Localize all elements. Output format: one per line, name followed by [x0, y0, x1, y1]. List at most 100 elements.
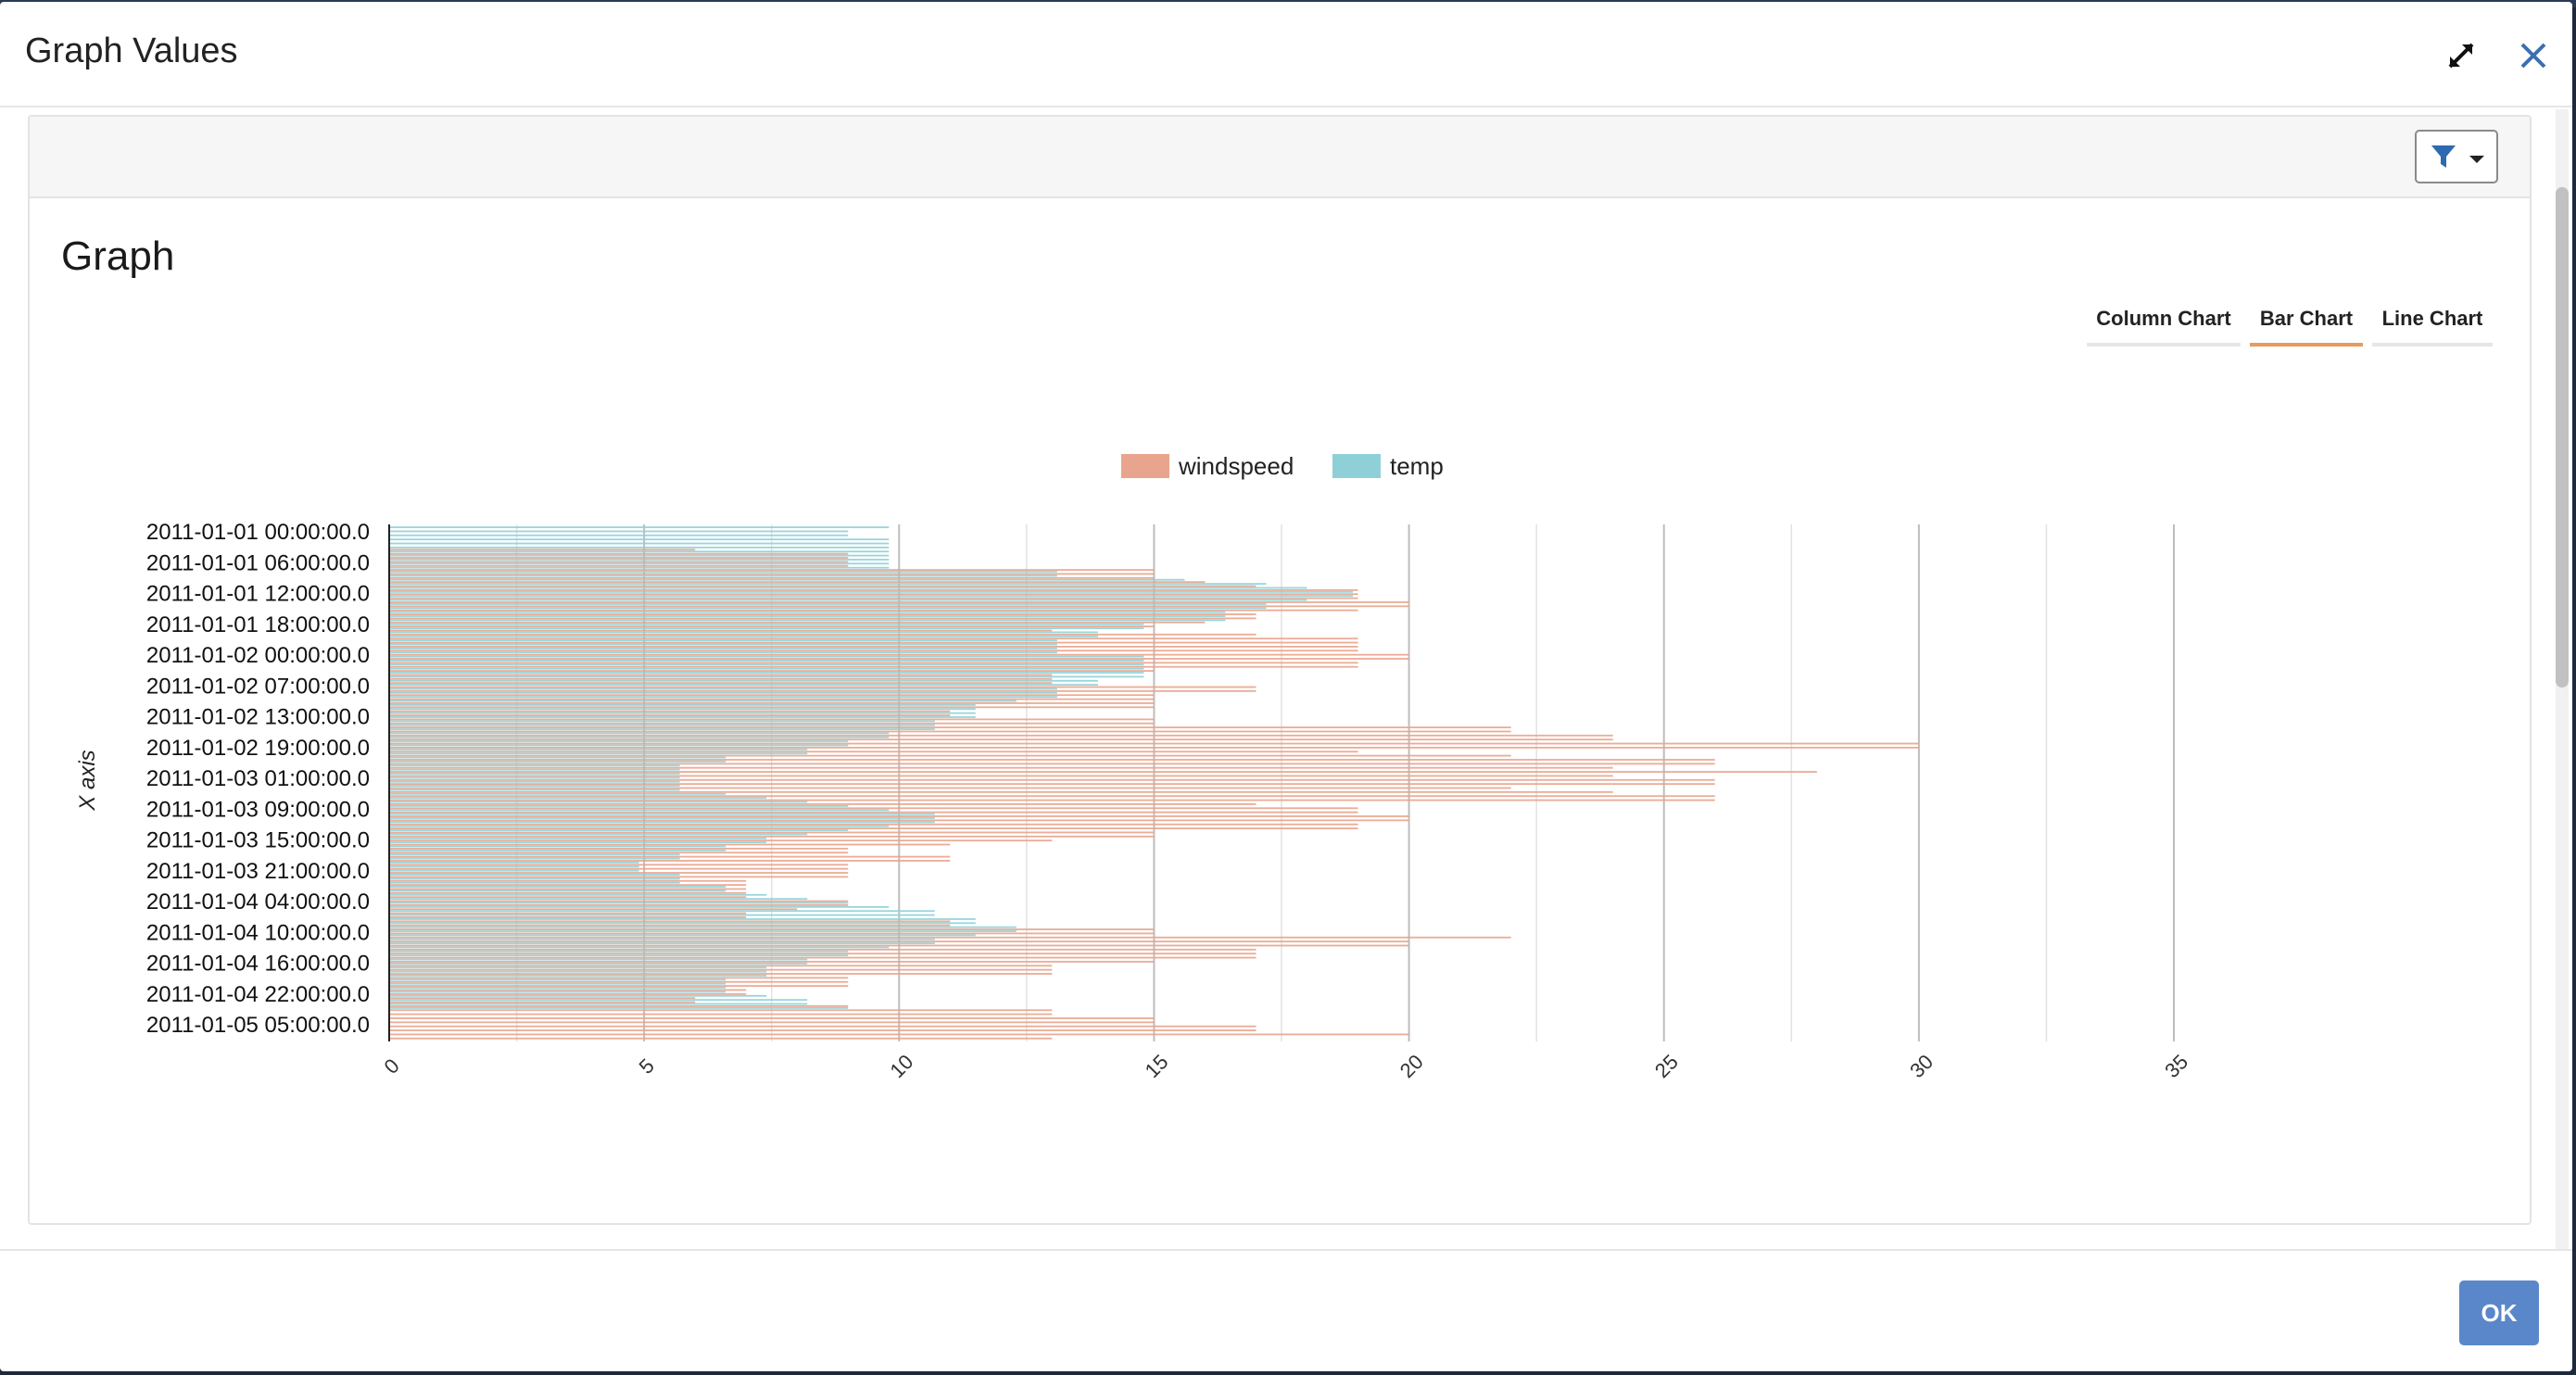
bar-temp — [389, 651, 1057, 654]
bar-windspeed — [389, 597, 1358, 599]
bar-windspeed — [389, 557, 849, 559]
bar-temp — [389, 862, 639, 864]
bar-windspeed — [389, 936, 1511, 939]
bar-temp — [389, 615, 1226, 617]
bar-windspeed — [389, 980, 849, 983]
bar-windspeed — [389, 650, 1358, 652]
bar-windspeed — [389, 689, 1256, 692]
y-tick-label: 2011-01-01 18:00:00.0 — [146, 612, 370, 637]
y-tick-label: 2011-01-03 01:00:00.0 — [146, 766, 370, 791]
bar-temp — [389, 631, 1098, 634]
bar-windspeed — [389, 888, 747, 890]
bar-temp — [389, 889, 726, 892]
bar-windspeed — [389, 552, 849, 555]
bar-windspeed — [389, 790, 1613, 793]
y-tick-label: 2011-01-04 22:00:00.0 — [146, 982, 370, 1007]
bar-windspeed — [389, 585, 1256, 587]
ok-button[interactable]: OK — [2459, 1280, 2539, 1345]
bar-windspeed — [389, 920, 951, 923]
bar-temp — [389, 534, 849, 536]
bar-windspeed — [389, 775, 1613, 777]
bar-temp — [389, 728, 935, 730]
bar-temp — [389, 691, 1057, 694]
close-button[interactable] — [2515, 37, 2552, 74]
legend-label-temp: temp — [1390, 452, 1444, 480]
x-tick-label: 30 — [1905, 1050, 1938, 1082]
bar-temp — [389, 893, 767, 896]
graph-title: Graph — [61, 233, 175, 279]
legend-label-windspeed: windspeed — [1178, 452, 1294, 480]
bar-windspeed — [389, 754, 1511, 757]
bar-windspeed — [389, 633, 1256, 636]
bar-windspeed — [389, 576, 1155, 579]
bar-windspeed — [389, 932, 1155, 935]
bar-temp — [389, 905, 890, 908]
bar-temp — [389, 764, 680, 767]
bar-windspeed — [389, 961, 1155, 963]
bar-windspeed — [389, 783, 1715, 786]
bar-windspeed — [389, 891, 747, 894]
bar-temp — [389, 934, 976, 937]
bar-temp — [389, 865, 639, 868]
graph-panel: Graph Column Chart Bar Chart Line Chart … — [28, 115, 2532, 1225]
bar-windspeed — [389, 637, 1358, 640]
bar-windspeed — [389, 827, 1358, 829]
bar-windspeed — [389, 718, 1155, 721]
x-tick-label: 15 — [1141, 1050, 1173, 1082]
scrollbar-thumb[interactable] — [2556, 187, 2569, 688]
bar-windspeed — [389, 851, 849, 854]
bar-windspeed — [389, 1004, 849, 1007]
panel-toolbar — [30, 117, 2530, 198]
x-tick-label: 5 — [635, 1054, 659, 1079]
y-tick-label: 2011-01-04 10:00:00.0 — [146, 920, 370, 945]
bar-windspeed — [389, 973, 1053, 975]
bar-temp — [389, 675, 1144, 678]
tab-bar-chart[interactable]: Bar Chart — [2250, 300, 2363, 347]
legend-swatch-windspeed — [1121, 454, 1169, 478]
bar-windspeed — [389, 561, 849, 563]
close-x-icon — [2520, 43, 2546, 69]
bar-windspeed — [389, 738, 1613, 741]
filter-dropdown-button[interactable] — [2415, 130, 2498, 183]
bar-temp — [389, 825, 890, 827]
bar-temp — [389, 696, 1057, 699]
bar-temp — [389, 950, 849, 952]
bar-temp — [389, 813, 935, 815]
expand-button[interactable] — [2443, 37, 2480, 74]
bar-temp — [389, 994, 767, 997]
bar-windspeed — [389, 985, 849, 988]
modal-body: Graph Column Chart Bar Chart Line Chart … — [0, 109, 2572, 1251]
bar-temp — [389, 703, 976, 706]
bar-windspeed — [389, 904, 849, 906]
bar-temp — [389, 990, 726, 993]
bar-windspeed — [389, 839, 1053, 842]
bar-temp — [389, 987, 726, 989]
bar-windspeed — [389, 860, 951, 862]
bar-temp — [389, 708, 976, 711]
bar-windspeed — [389, 653, 1409, 656]
bar-temp — [389, 930, 1017, 932]
bar-temp — [389, 801, 808, 803]
bar-temp — [389, 679, 1098, 682]
bar-windspeed — [389, 1013, 1053, 1015]
bar-windspeed — [389, 956, 1256, 959]
bar-temp — [389, 559, 890, 561]
bar-windspeed — [389, 916, 747, 918]
bar-temp — [389, 898, 808, 901]
bar-windspeed — [389, 609, 1358, 612]
tab-line-chart[interactable]: Line Chart — [2372, 300, 2493, 347]
bar-windspeed — [389, 977, 849, 979]
bar-temp — [389, 841, 767, 844]
y-tick-label: 2011-01-01 00:00:00.0 — [146, 520, 370, 545]
bar-temp — [389, 720, 935, 723]
bar-windspeed — [389, 581, 1206, 584]
bar-windspeed — [389, 908, 798, 911]
bar-windspeed — [389, 1025, 1256, 1028]
tab-column-chart[interactable]: Column Chart — [2087, 300, 2241, 347]
bar-temp — [389, 623, 1144, 625]
bar-windspeed — [389, 629, 1053, 632]
bar-temp — [389, 672, 1144, 674]
x-tick-label: 20 — [1395, 1050, 1428, 1082]
bar-windspeed — [389, 900, 849, 902]
bar-windspeed — [389, 601, 1409, 603]
